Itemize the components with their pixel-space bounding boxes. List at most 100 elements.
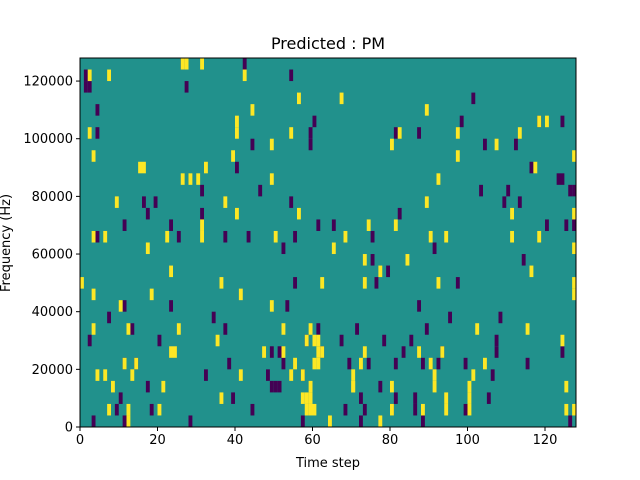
heatmap-cell-high xyxy=(572,403,577,416)
heatmap-cell-low xyxy=(413,392,418,404)
heatmap-cell-high xyxy=(467,403,472,416)
heatmap-cell-high xyxy=(517,127,522,139)
heatmap-cell-high xyxy=(432,369,437,381)
heatmap-cell-high xyxy=(308,392,313,404)
heatmap-cell-high xyxy=(219,392,224,404)
heatmap-cell-high xyxy=(145,242,150,255)
heatmap-cell-high xyxy=(223,196,228,208)
heatmap-cell-low xyxy=(107,311,112,324)
heatmap-cell-high xyxy=(87,69,92,82)
heatmap-cell-high xyxy=(161,380,166,393)
heatmap-cell-high xyxy=(537,115,542,128)
heatmap-cell-high xyxy=(560,334,565,347)
heatmap-cell-low xyxy=(529,161,534,174)
heatmap-cell-high xyxy=(184,58,189,70)
heatmap-cell-low xyxy=(145,380,150,393)
heatmap-cell-low xyxy=(308,138,313,151)
heatmap-cell-high xyxy=(231,150,236,162)
heatmap-cell-low xyxy=(95,104,100,116)
heatmap-cell-high xyxy=(444,392,449,404)
heatmap-cell-high xyxy=(320,346,325,358)
heatmap-cell-low xyxy=(142,196,146,208)
heatmap-cell-low xyxy=(176,230,181,243)
y-tick-label: 100000 xyxy=(23,132,73,147)
heatmap-cell-high xyxy=(440,346,445,358)
heatmap-cell-low xyxy=(413,403,418,416)
x-tick-label: 0 xyxy=(76,433,84,448)
heatmap-cell-low xyxy=(448,311,453,324)
heatmap-cell-high xyxy=(138,161,143,174)
y-axis-label: Frequency (Hz) xyxy=(0,194,14,292)
heatmap-cell-low xyxy=(471,92,476,105)
heatmap-cell-high xyxy=(455,150,460,162)
y-tick-label: 80000 xyxy=(32,190,73,205)
heatmap-cell-high xyxy=(362,254,367,266)
heatmap-cell-high xyxy=(510,230,515,243)
heatmap-cell-high xyxy=(572,242,577,255)
heatmap-cell-high xyxy=(273,230,278,243)
heatmap-cell-low xyxy=(300,415,305,427)
heatmap-cell-low xyxy=(277,380,282,393)
heatmap-cell-low xyxy=(483,138,487,151)
heatmap-cell-high xyxy=(91,288,96,301)
heatmap-cell-low xyxy=(386,265,391,278)
heatmap-cell-high xyxy=(405,254,410,266)
heatmap-cell-high xyxy=(417,346,422,358)
heatmap-cell-high xyxy=(130,369,135,381)
heatmap-cell-low xyxy=(266,369,270,381)
heatmap-cell-high xyxy=(444,230,449,243)
heatmap-cell-low xyxy=(494,346,499,358)
heatmap-cell-low xyxy=(560,346,565,358)
heatmap-cell-high xyxy=(510,207,515,220)
heatmap-cell-high xyxy=(436,277,441,289)
heatmap-cell-high xyxy=(103,230,108,243)
heatmap-cell-low xyxy=(87,81,92,93)
heatmap-cell-low xyxy=(169,300,174,312)
heatmap-cell-high xyxy=(475,323,480,335)
heatmap-cell-low xyxy=(560,173,565,185)
heatmap-cell-high xyxy=(173,346,177,358)
heatmap-cell-high xyxy=(316,346,321,358)
heatmap-cell-high xyxy=(169,346,174,358)
heatmap-cell-low xyxy=(223,323,228,335)
heatmap-cell-high xyxy=(428,230,433,243)
heatmap-cell-low xyxy=(417,300,422,312)
plot-frame xyxy=(79,57,577,428)
heatmap-cell-high xyxy=(525,323,530,335)
heatmap-cell-high xyxy=(91,150,96,162)
heatmap-cell-low xyxy=(479,184,484,197)
heatmap-cell-low xyxy=(204,369,208,381)
heatmap-cell-low xyxy=(545,219,549,231)
heatmap-cell-low xyxy=(490,369,495,381)
heatmap-cell-low xyxy=(227,357,232,370)
heatmap-cell-low xyxy=(370,230,375,243)
heatmap-cell-low xyxy=(184,81,189,93)
heatmap-cell-high xyxy=(293,357,298,370)
heatmap-cell-high xyxy=(200,58,205,70)
heatmap-cell-high xyxy=(362,277,367,289)
heatmap-cell-low xyxy=(421,357,425,370)
heatmap-cell-high xyxy=(281,323,286,335)
heatmap-cell-low xyxy=(269,380,274,393)
x-axis-label: Time step xyxy=(295,456,360,471)
heatmap-cell-low xyxy=(506,184,511,197)
heatmap-cell-high xyxy=(169,265,174,278)
heatmap-cell-low xyxy=(169,219,174,231)
heatmap-cell-high xyxy=(424,196,429,208)
heatmap-cell-low xyxy=(359,392,363,404)
heatmap-cell-high xyxy=(390,380,394,393)
heatmap-cell-high xyxy=(312,357,317,370)
heatmap-cell-low xyxy=(494,334,499,347)
heatmap-cell-high xyxy=(149,288,154,301)
heatmap-cell-low xyxy=(122,415,127,427)
heatmap-cell-high xyxy=(351,369,356,381)
y-tick-label: 40000 xyxy=(32,305,73,320)
heatmap-cell-high xyxy=(196,173,201,185)
heatmap-cell-low xyxy=(122,219,127,231)
heatmap-cell-high xyxy=(424,104,429,116)
heatmap-cell-low xyxy=(83,69,88,82)
heatmap-cell-low xyxy=(355,323,360,335)
heatmap-cell-low xyxy=(308,127,313,139)
heatmap-cell-high xyxy=(366,219,371,231)
heatmap-cell-low xyxy=(122,300,127,312)
